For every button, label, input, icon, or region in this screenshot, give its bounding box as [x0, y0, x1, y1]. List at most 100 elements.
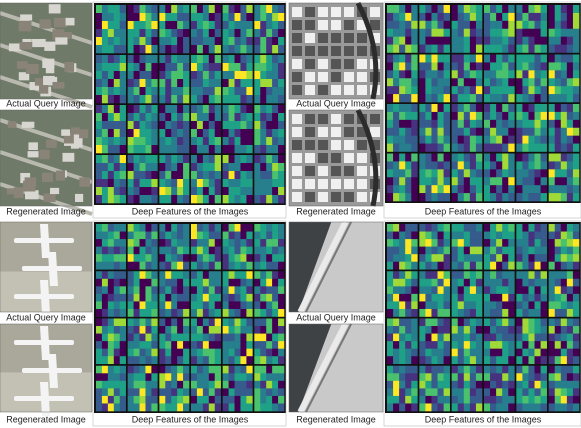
feature-cell: [278, 308, 285, 317]
feature-cell: [145, 71, 152, 80]
feature-cell: [208, 37, 216, 46]
building: [344, 127, 354, 137]
feature-cell: [113, 231, 121, 240]
feature-cell: [196, 171, 204, 180]
feature-cell: [393, 286, 400, 295]
feature-cell: [96, 333, 103, 342]
feature-cell: [266, 261, 273, 270]
feature-cell: [443, 395, 450, 404]
feature-cell: [260, 29, 267, 38]
feature-cell: [240, 231, 247, 240]
feature-cell: [222, 278, 229, 287]
feature-cell: [528, 5, 535, 14]
feature-cell: [554, 403, 562, 412]
feature-cell: [191, 318, 198, 327]
feature-cell: [240, 278, 247, 287]
feature-cell: [502, 278, 509, 287]
building: [344, 33, 354, 43]
feature-cell: [165, 187, 172, 196]
feature-cell: [101, 105, 109, 114]
feature-cell: [411, 380, 418, 389]
plane-wing: [40, 280, 50, 314]
feature-cell: [548, 231, 556, 240]
feature-cell: [554, 356, 562, 365]
feature-cell: [222, 239, 229, 247]
feature-cell: [133, 326, 140, 334]
feature-cell: [522, 20, 529, 30]
feature-cell: [508, 177, 515, 186]
feature-cell: [554, 70, 562, 79]
feature-cell: [554, 246, 562, 255]
feature-cell: [508, 333, 515, 342]
feature-cell: [196, 155, 204, 164]
feature-cell: [540, 143, 547, 152]
feature-cell: [278, 318, 285, 327]
feature-cell: [451, 301, 459, 310]
feature-cell: [254, 373, 261, 382]
feature-cell: [208, 261, 216, 270]
feature-cell: [490, 239, 497, 247]
feature-cell: [208, 348, 216, 357]
feature-cell: [566, 12, 574, 22]
feature-cell: [228, 137, 235, 146]
feature-cell: [554, 169, 562, 178]
feature-cell: [399, 104, 406, 113]
feature-cell: [393, 301, 400, 310]
feature-cell: [387, 44, 394, 53]
feature-cell: [96, 403, 103, 412]
feature-cell: [411, 161, 418, 170]
feature-cell: [159, 179, 166, 188]
photo: [0, 323, 93, 416]
feature-cell: [411, 286, 418, 295]
feature-cell: [177, 224, 184, 232]
feature-cell: [127, 356, 134, 365]
feature-cell: [119, 308, 126, 317]
feature-cell: [254, 326, 261, 334]
feature-cell: [214, 403, 221, 412]
feature-cell: [554, 224, 562, 232]
feature-cell: [222, 37, 229, 46]
feature-cell: [431, 119, 438, 129]
feature-cell: [240, 113, 247, 122]
feature-cell: [171, 380, 178, 389]
feature-cell: [260, 45, 267, 54]
feature-cell: [554, 318, 562, 327]
feature-cell: [451, 365, 459, 374]
feature-cell: [554, 177, 562, 186]
feature-cell: [451, 224, 459, 232]
feature-cell: [266, 380, 273, 389]
feature-cell: [165, 278, 172, 287]
feature-cell: [272, 388, 279, 397]
feature-cell: [566, 271, 574, 280]
feature-cell: [159, 373, 166, 382]
roof: [70, 127, 80, 135]
feature-cell: [254, 261, 261, 270]
feature-cell: [266, 45, 273, 54]
roof: [73, 136, 83, 148]
feature-cell: [127, 373, 134, 382]
feature-cell: [393, 153, 400, 162]
building: [318, 179, 328, 189]
feature-cell: [405, 12, 412, 22]
feature-cell: [171, 113, 178, 122]
feature-cell: [437, 153, 444, 162]
feature-cell: [399, 177, 406, 186]
feature-cell: [177, 5, 184, 14]
feature-cell: [208, 95, 216, 104]
feature-cell: [196, 113, 204, 122]
feature-cell: [393, 356, 400, 365]
feature-cell: [240, 341, 247, 349]
feature-cell: [411, 271, 418, 280]
feature-cell: [516, 326, 523, 334]
feature-cell: [431, 86, 438, 95]
feature-cell: [113, 271, 121, 280]
feature-cell: [522, 254, 529, 263]
feature-cell: [171, 121, 178, 130]
feature-cell: [405, 70, 412, 79]
feature-cell: [469, 365, 477, 374]
feature-cell: [96, 254, 103, 263]
feature-cell: [548, 373, 556, 382]
feature-cell: [266, 286, 273, 295]
feature-cell: [240, 356, 247, 365]
feature-cell: [208, 45, 216, 54]
